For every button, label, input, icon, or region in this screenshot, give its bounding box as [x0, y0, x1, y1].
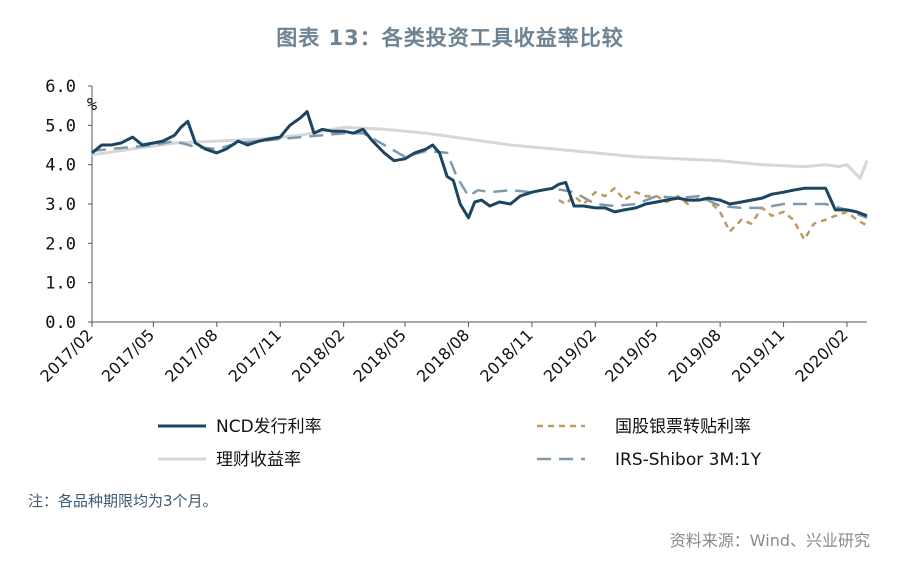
wealth-yield-line — [91, 125, 869, 180]
x-tick-label: 2018/02 — [288, 325, 348, 385]
y-tick-label: 0.0 — [45, 313, 76, 333]
legend-label-irs-shibor-line: IRS-Shibor 3M:1Y — [615, 450, 762, 470]
irs-shibor-line — [91, 131, 868, 219]
y-tick-label: 1.0 — [45, 274, 76, 294]
legend-label-wealth-yield-line: 理财收益率 — [216, 450, 301, 470]
x-tick-label: 2019/02 — [540, 325, 600, 385]
x-tick-label: 2019/11 — [728, 325, 788, 385]
source-note: 资料来源：Wind、兴业研究 — [669, 531, 870, 550]
plot-lines — [91, 110, 869, 241]
chart-title: 图表 13：各类投资工具收益率比较 — [276, 26, 624, 50]
ncd-line — [91, 110, 868, 220]
bill-rate-line — [558, 187, 868, 241]
x-tick-label: 2018/08 — [413, 325, 473, 385]
y-tick-label: 2.0 — [45, 234, 76, 254]
y-tick-label: 6.0 — [45, 77, 76, 97]
x-tick-label: 2018/11 — [476, 325, 536, 385]
y-tick-label: 4.0 — [45, 156, 76, 176]
y-tick-label: 5.0 — [45, 116, 76, 136]
x-tick-label: 2019/08 — [665, 325, 725, 385]
x-tick-label: 2019/05 — [601, 325, 661, 385]
x-tick-label: 2017/05 — [98, 325, 158, 385]
y-unit-label: % — [87, 95, 97, 115]
x-tick-label: 2017/02 — [36, 325, 96, 385]
legend-label-bill-rate-line: 国股银票转贴利率 — [615, 417, 751, 437]
footnote: 注：各品种期限均为3个月。 — [28, 492, 218, 510]
y-tick-label: 3.0 — [45, 195, 76, 215]
x-tick-label: 2020/02 — [791, 325, 851, 385]
x-tick-label: 2017/08 — [161, 325, 221, 385]
x-tick-label: 2018/05 — [349, 325, 409, 385]
axes: 0.01.02.03.04.05.06.0%2017/02 2017/05 2017… — [36, 77, 867, 386]
x-tick-label: 2017/11 — [225, 325, 285, 385]
legend-label-ncd-line: NCD发行利率 — [216, 417, 322, 437]
